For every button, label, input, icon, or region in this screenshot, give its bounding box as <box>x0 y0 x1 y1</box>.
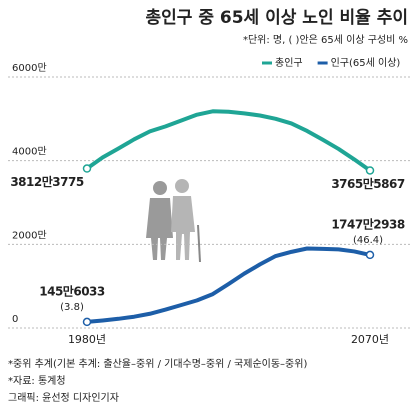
elderly-illustration <box>146 179 201 263</box>
legend-label: 총인구 <box>275 57 303 69</box>
y-tick-label: 2000만 <box>12 229 47 241</box>
end-marker <box>82 317 92 327</box>
end-marker <box>82 164 92 173</box>
data-label: 1747만2938 <box>331 216 404 231</box>
end-marker <box>365 250 375 260</box>
footnote: *중위 추계(기본 추계: 출산율–중위 / 기대수명–중위 / 국제순이동–중… <box>8 357 307 370</box>
data-label: 145만6033 <box>39 283 105 298</box>
y-tick-label: 0 <box>12 314 18 325</box>
end-marker <box>365 166 375 175</box>
footnote: 그래픽: 윤선정 디자인기자 <box>8 392 119 404</box>
y-tick-label: 6000만 <box>12 62 47 74</box>
legend-label: 인구(65세 이상) <box>331 57 401 69</box>
share-label: (46.4) <box>353 235 383 246</box>
y-tick-label: 4000만 <box>12 146 47 158</box>
line-series <box>86 246 371 324</box>
footnote: *자료: 통계청 <box>8 375 66 387</box>
data-label: 3765만5867 <box>331 176 404 191</box>
share-label: (3.8) <box>60 302 84 313</box>
x-tick-label: 2070년 <box>351 333 389 346</box>
chart-title: 총인구 중 65세 이상 노인 비율 추이 <box>146 8 409 28</box>
x-tick-label: 1980년 <box>68 333 106 346</box>
chart-subtitle: *단위: 명, ( )안은 65세 이상 구성비 % <box>243 33 408 46</box>
data-label: 3812만3775 <box>10 174 83 189</box>
line-series <box>85 109 372 173</box>
